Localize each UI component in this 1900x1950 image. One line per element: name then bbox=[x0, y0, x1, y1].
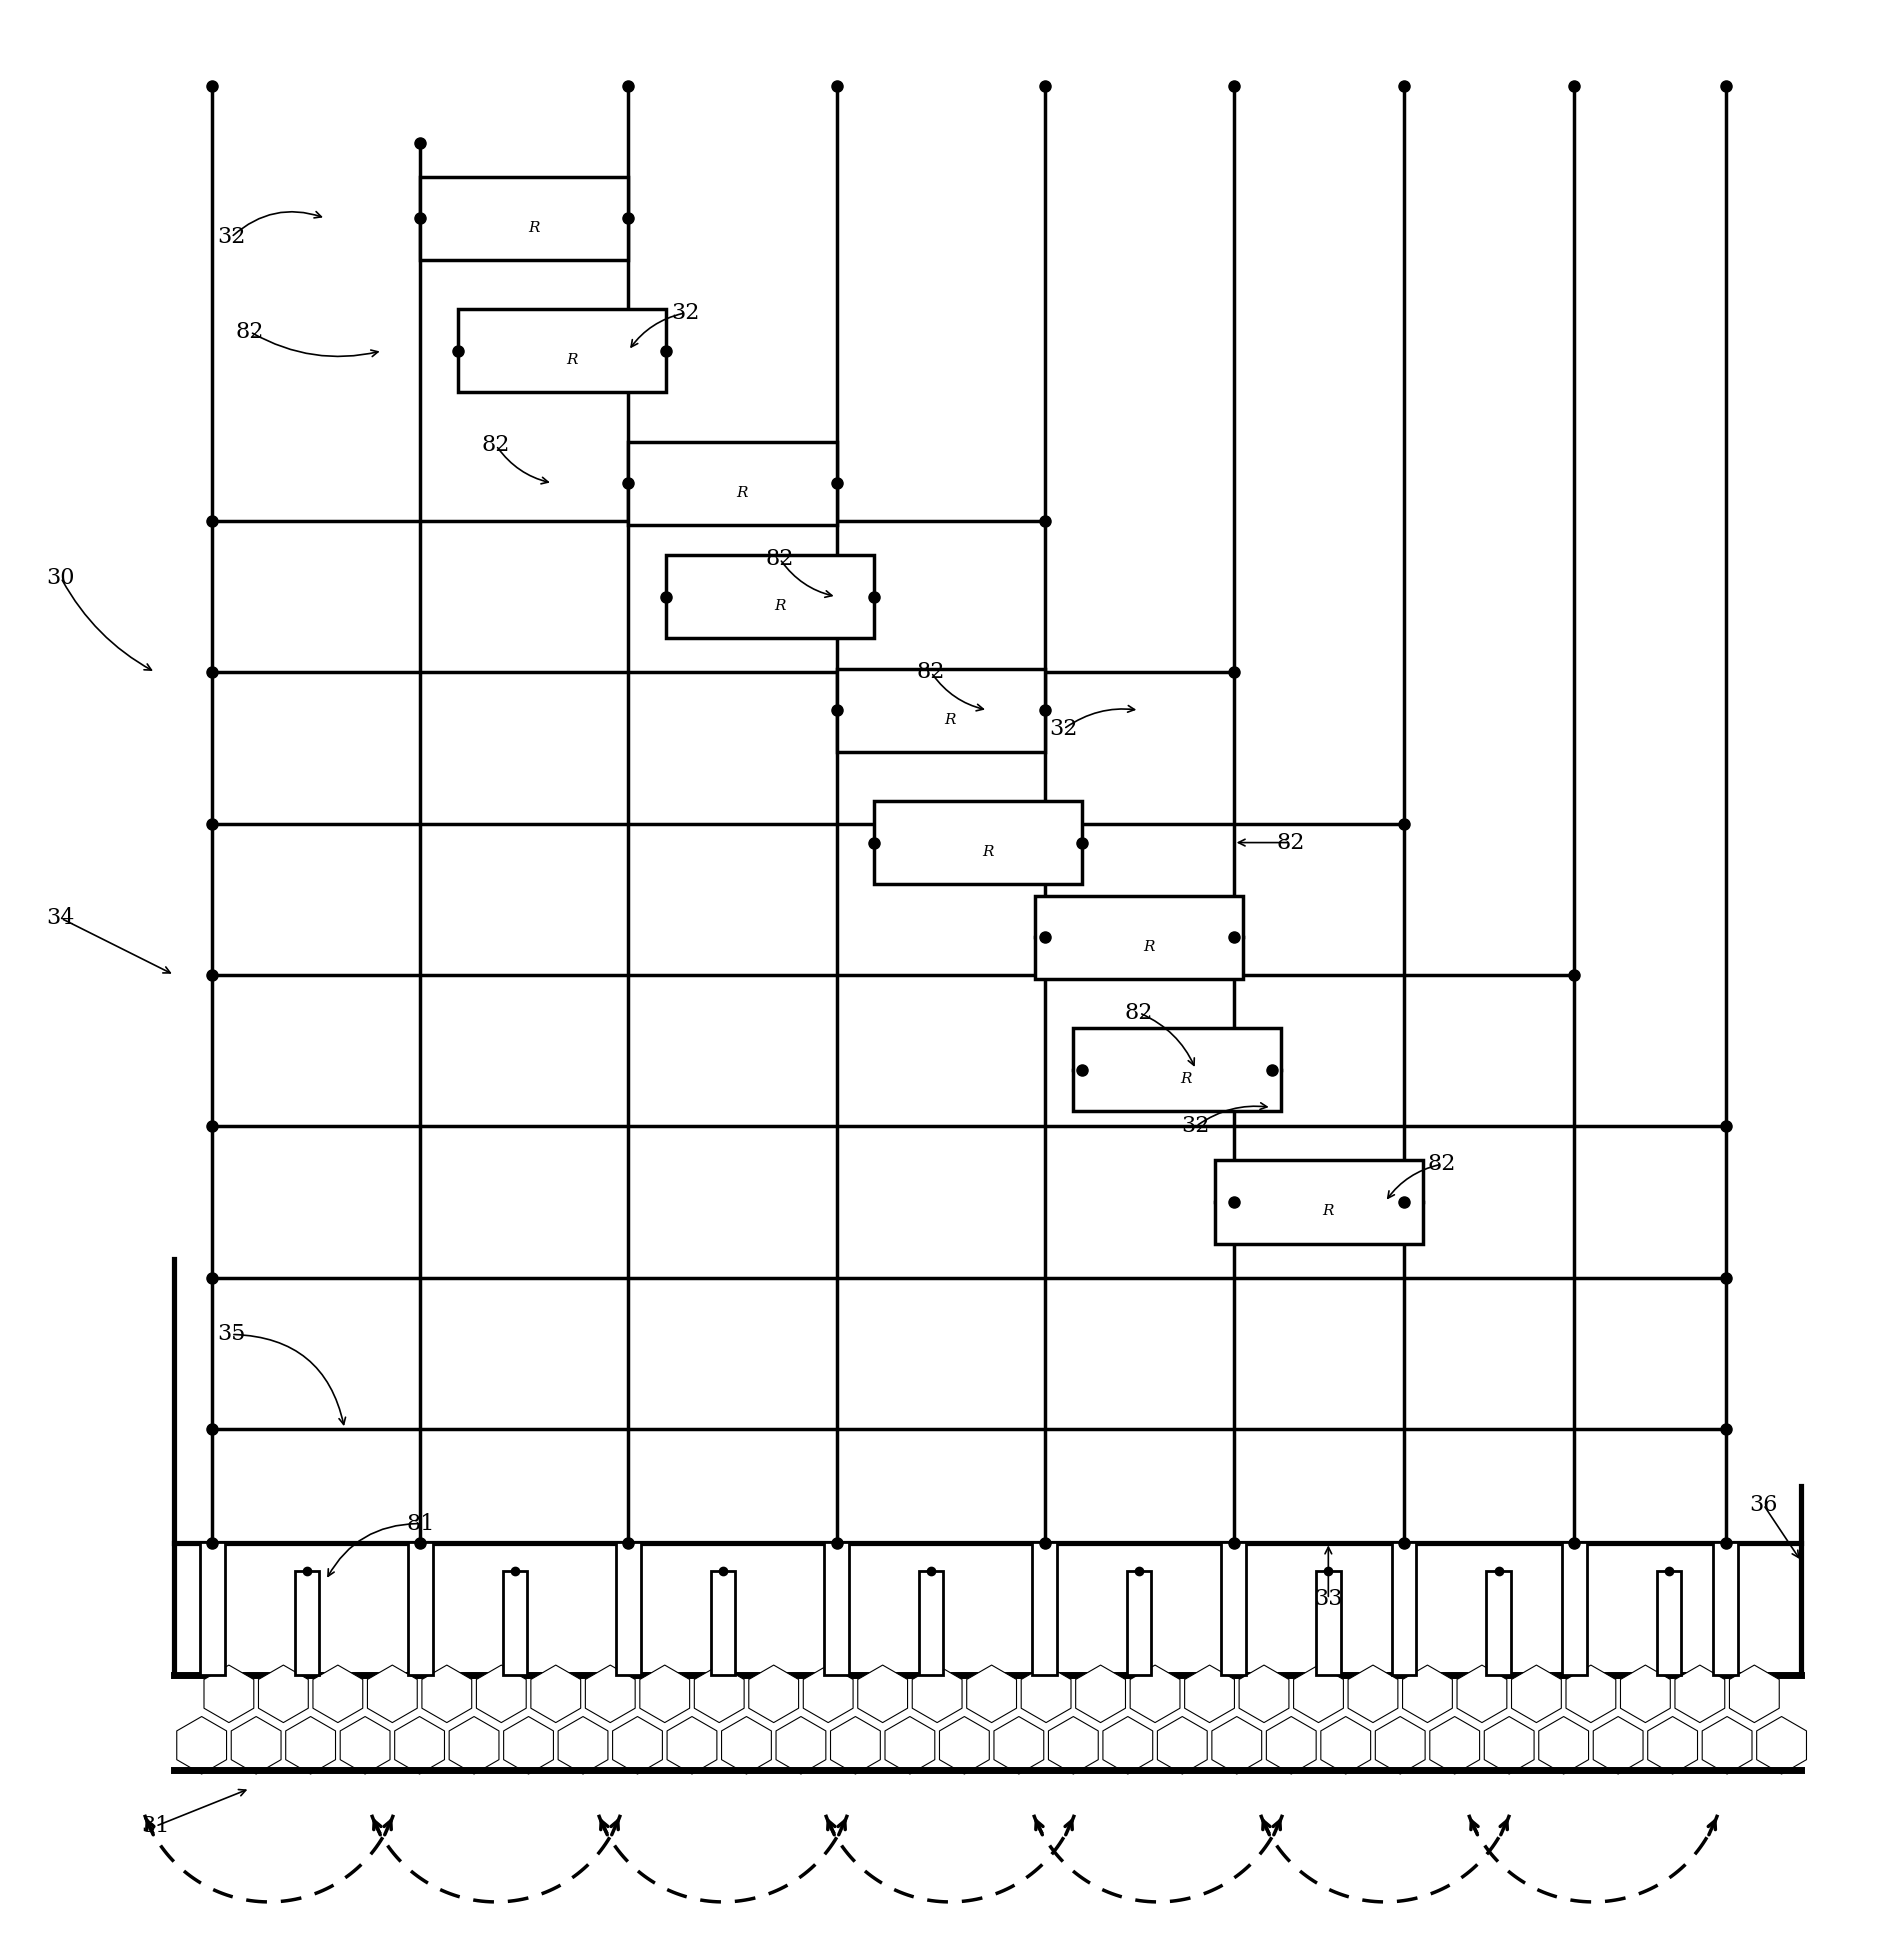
Text: R: R bbox=[1322, 1205, 1334, 1219]
Text: R: R bbox=[735, 486, 749, 499]
Bar bbox=[711, 1572, 735, 1675]
Bar bbox=[294, 1572, 319, 1675]
Text: R: R bbox=[944, 712, 956, 727]
Bar bbox=[1214, 1160, 1423, 1244]
Bar bbox=[1714, 1542, 1738, 1675]
Text: 82: 82 bbox=[1427, 1152, 1455, 1176]
Bar bbox=[616, 1542, 640, 1675]
Bar bbox=[1562, 1542, 1586, 1675]
Text: 31: 31 bbox=[141, 1815, 169, 1837]
Text: R: R bbox=[982, 844, 994, 860]
Bar bbox=[825, 1542, 849, 1675]
Text: R: R bbox=[773, 599, 785, 612]
Bar bbox=[458, 310, 667, 392]
Text: 34: 34 bbox=[48, 907, 76, 930]
Bar bbox=[200, 1542, 224, 1675]
Text: 82: 82 bbox=[483, 435, 511, 456]
Bar bbox=[920, 1572, 944, 1675]
Text: 82: 82 bbox=[1125, 1002, 1153, 1024]
Bar bbox=[504, 1572, 526, 1675]
Bar bbox=[1391, 1542, 1416, 1675]
Bar bbox=[1074, 1028, 1281, 1112]
Text: 82: 82 bbox=[766, 548, 794, 569]
Text: 32: 32 bbox=[671, 302, 699, 324]
Text: 32: 32 bbox=[1182, 1115, 1210, 1137]
Bar bbox=[1032, 1542, 1056, 1675]
Bar bbox=[1317, 1572, 1341, 1675]
Text: R: R bbox=[528, 220, 540, 234]
Text: 32: 32 bbox=[1049, 718, 1077, 741]
Bar bbox=[1036, 895, 1243, 979]
Text: 33: 33 bbox=[1315, 1587, 1343, 1611]
Text: R: R bbox=[1144, 940, 1155, 954]
Bar bbox=[874, 801, 1083, 883]
Text: 32: 32 bbox=[217, 226, 245, 248]
Bar bbox=[667, 556, 874, 638]
Text: 30: 30 bbox=[48, 567, 76, 589]
Bar bbox=[836, 669, 1045, 753]
Text: R: R bbox=[566, 353, 578, 367]
Bar bbox=[408, 1542, 433, 1675]
Text: 82: 82 bbox=[918, 661, 946, 682]
Text: 36: 36 bbox=[1750, 1494, 1778, 1515]
Text: R: R bbox=[1180, 1072, 1191, 1086]
Text: 35: 35 bbox=[217, 1324, 245, 1346]
Text: 82: 82 bbox=[1277, 831, 1305, 854]
Text: 81: 81 bbox=[407, 1513, 435, 1535]
Bar bbox=[1486, 1572, 1510, 1675]
Bar bbox=[629, 441, 836, 525]
Bar bbox=[1127, 1572, 1151, 1675]
Bar bbox=[1222, 1542, 1246, 1675]
Bar bbox=[420, 177, 629, 259]
Bar bbox=[1657, 1572, 1682, 1675]
Text: 82: 82 bbox=[236, 322, 264, 343]
